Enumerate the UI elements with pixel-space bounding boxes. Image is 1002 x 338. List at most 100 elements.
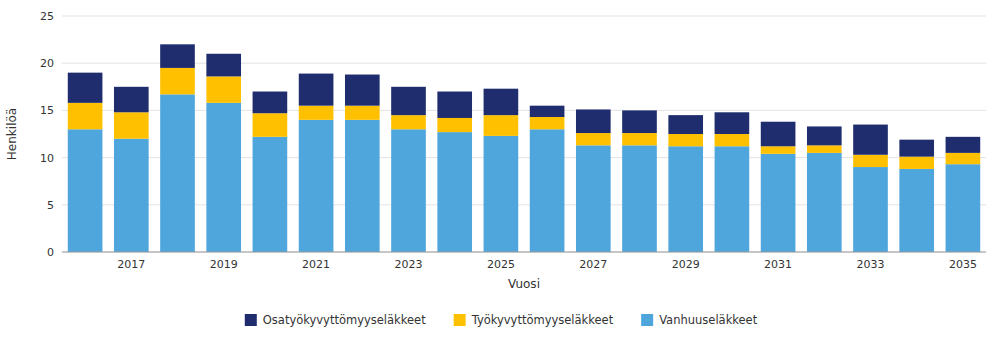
y-tick-label: 20 bbox=[40, 57, 54, 70]
bar bbox=[761, 154, 796, 252]
bar bbox=[853, 155, 888, 167]
bars bbox=[68, 44, 980, 252]
bar bbox=[391, 115, 426, 129]
y-tick-label: 5 bbox=[47, 199, 54, 212]
bar bbox=[484, 89, 519, 115]
bar bbox=[576, 133, 611, 145]
bar bbox=[160, 94, 195, 252]
x-tick-label: 2025 bbox=[487, 258, 515, 271]
bar bbox=[391, 87, 426, 115]
bar bbox=[206, 54, 241, 77]
grid bbox=[62, 16, 986, 252]
series bbox=[68, 68, 980, 169]
bar bbox=[761, 122, 796, 147]
bar bbox=[68, 103, 103, 129]
x-tick-label: 2031 bbox=[764, 258, 792, 271]
bar bbox=[946, 153, 981, 164]
bar bbox=[253, 92, 288, 114]
x-axis-line bbox=[62, 252, 986, 253]
legend-label: Osatyökyvyttömyyseläkkeet bbox=[263, 313, 426, 327]
grid-line bbox=[62, 63, 986, 64]
bar bbox=[853, 167, 888, 252]
x-tick-label: 2023 bbox=[395, 258, 423, 271]
bar bbox=[530, 129, 565, 252]
legend-item: Osatyökyvyttömyyseläkkeet bbox=[245, 313, 426, 327]
grid-line bbox=[62, 16, 986, 17]
y-tick-label: 0 bbox=[47, 246, 54, 259]
y-axis-title: Henkilöä bbox=[5, 108, 19, 160]
grid-line bbox=[62, 204, 986, 205]
bar bbox=[484, 115, 519, 136]
bar bbox=[668, 146, 703, 252]
bar bbox=[437, 132, 472, 252]
bar bbox=[576, 109, 611, 133]
bar bbox=[160, 68, 195, 94]
bar bbox=[253, 137, 288, 252]
legend-swatch bbox=[245, 314, 257, 326]
grid-line bbox=[62, 157, 986, 158]
bar bbox=[853, 125, 888, 155]
bar bbox=[114, 87, 149, 112]
y-tick-label: 10 bbox=[40, 152, 54, 165]
bar bbox=[622, 110, 657, 133]
bar bbox=[299, 120, 334, 252]
chart: 0 5 10 15 20252017 2019 2021 2023 2025 2027 2029 20… bbox=[0, 0, 1002, 338]
x-tick-label: 2019 bbox=[210, 258, 238, 271]
bar bbox=[899, 140, 934, 157]
grid-line bbox=[62, 252, 986, 253]
bar bbox=[899, 157, 934, 169]
bar bbox=[899, 169, 934, 252]
bar bbox=[437, 118, 472, 132]
bar bbox=[253, 113, 288, 137]
bar bbox=[807, 153, 842, 252]
bar bbox=[946, 137, 981, 153]
bar bbox=[437, 92, 472, 118]
x-tick-label: 2029 bbox=[672, 258, 700, 271]
bar bbox=[807, 145, 842, 153]
bar bbox=[668, 134, 703, 146]
legend-item: Työkyvyttömyyseläkkeet bbox=[454, 313, 614, 327]
bar bbox=[715, 146, 750, 252]
x-tick-label: 2033 bbox=[857, 258, 885, 271]
bar bbox=[530, 106, 565, 117]
y-tick-label: 15 bbox=[40, 104, 54, 117]
bar bbox=[668, 115, 703, 134]
bar bbox=[114, 139, 149, 252]
series bbox=[68, 44, 980, 156]
bar bbox=[622, 145, 657, 252]
bar bbox=[715, 134, 750, 146]
bar bbox=[68, 129, 103, 252]
bar bbox=[530, 117, 565, 129]
legend-label: Vanhuuseläkkeet bbox=[659, 313, 758, 327]
x-ticks: 2017 2019 2021 2023 2025 2027 2029 2031 2033 2035 bbox=[117, 258, 977, 271]
bar bbox=[160, 44, 195, 68]
legend-item: Vanhuuseläkkeet bbox=[641, 313, 758, 327]
bar bbox=[946, 164, 981, 252]
legend-swatch bbox=[641, 314, 653, 326]
bar bbox=[807, 126, 842, 145]
series bbox=[68, 94, 980, 252]
bar bbox=[576, 145, 611, 252]
x-tick-label: 2027 bbox=[579, 258, 607, 271]
bar bbox=[114, 112, 149, 138]
x-tick-label: 2017 bbox=[117, 258, 145, 271]
grid-line bbox=[62, 110, 986, 111]
bar bbox=[345, 120, 380, 252]
legend: Osatyökyvyttömyyseläkkeet Työkyvyttömyyse… bbox=[245, 313, 758, 327]
bar bbox=[484, 136, 519, 252]
x-tick-label: 2021 bbox=[302, 258, 330, 271]
bar bbox=[299, 106, 334, 120]
bar bbox=[622, 133, 657, 145]
bar bbox=[761, 146, 796, 154]
bar bbox=[68, 73, 103, 103]
y-ticks: 0510152025 bbox=[40, 10, 54, 259]
legend-label: Työkyvyttömyyseläkkeet bbox=[471, 313, 614, 327]
bar bbox=[715, 112, 750, 134]
bar bbox=[345, 106, 380, 120]
x-axis-title: Vuosi bbox=[508, 277, 540, 291]
bar bbox=[299, 74, 334, 106]
bar bbox=[206, 103, 241, 252]
bar bbox=[206, 76, 241, 102]
bar bbox=[391, 129, 426, 252]
x-tick-label: 2035 bbox=[949, 258, 977, 271]
